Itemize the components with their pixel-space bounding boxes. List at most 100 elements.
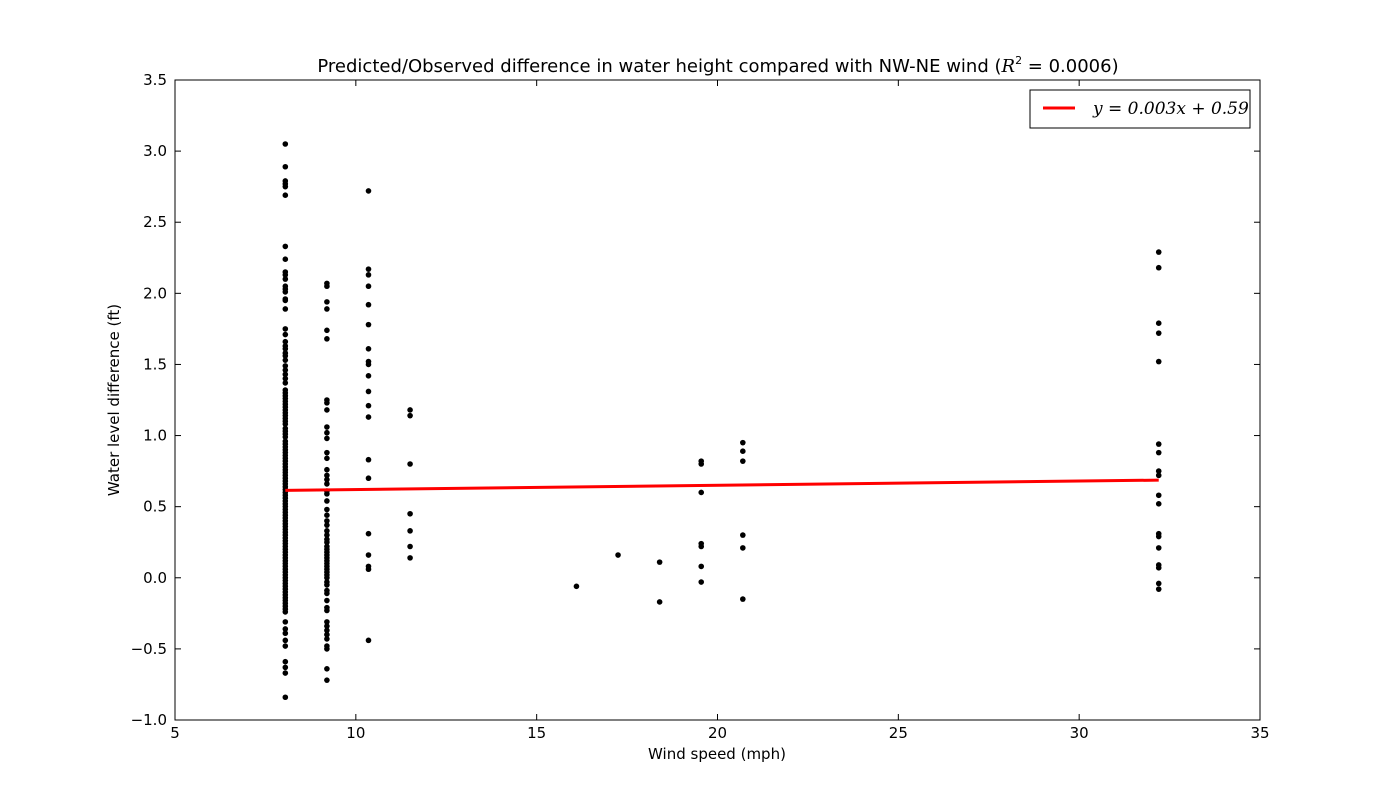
data-point	[324, 574, 330, 581]
x-tick-label: 10	[346, 724, 365, 742]
data-point	[365, 552, 372, 558]
data-point	[282, 272, 289, 278]
data-point	[282, 619, 289, 625]
data-point	[1155, 580, 1162, 587]
data-point	[698, 489, 705, 496]
data-point	[740, 532, 746, 538]
data-point	[407, 543, 413, 550]
data-point	[365, 475, 372, 482]
data-point	[282, 421, 289, 427]
data-point	[282, 626, 289, 632]
data-point	[698, 579, 705, 585]
data-point	[282, 363, 289, 369]
data-point	[282, 694, 289, 701]
data-point	[324, 623, 330, 629]
x-tick-label: 15	[527, 724, 546, 742]
data-point	[1155, 358, 1162, 365]
data-point	[365, 373, 372, 379]
data-point	[324, 619, 330, 625]
data-point	[282, 670, 289, 676]
data-point	[324, 336, 330, 342]
data-point	[324, 407, 330, 413]
y-tick-label: 0.0	[143, 569, 167, 587]
data-point	[282, 297, 289, 304]
data-point	[324, 449, 330, 456]
data-point	[698, 461, 705, 467]
data-point	[1155, 449, 1162, 456]
data-point	[324, 476, 330, 483]
data-point	[282, 183, 289, 190]
data-point	[282, 243, 289, 250]
data-point	[282, 326, 289, 332]
chart-title: Predicted/Observed difference in water h…	[317, 54, 1118, 77]
data-point	[365, 530, 372, 537]
data-point	[407, 528, 413, 534]
data-point	[324, 636, 330, 642]
data-point	[282, 357, 289, 363]
x-tick-label: 30	[1070, 724, 1089, 742]
data-point	[324, 435, 330, 442]
x-tick-label: 35	[1250, 724, 1269, 742]
legend: y = 0.003x + 0.59	[1029, 89, 1251, 129]
data-point	[324, 522, 330, 528]
data-point	[324, 539, 330, 546]
data-point	[1155, 472, 1162, 479]
y-tick-label: 3.0	[143, 142, 167, 160]
data-point	[324, 627, 330, 634]
data-point	[365, 414, 372, 420]
y-tick-label: −0.5	[131, 640, 167, 658]
data-point	[324, 327, 330, 334]
data-point	[324, 528, 330, 534]
data-point	[1155, 533, 1162, 540]
data-point	[656, 599, 663, 605]
title-r2-symbol: R	[1001, 56, 1016, 77]
data-point	[1155, 468, 1162, 474]
data-point	[282, 658, 289, 665]
data-point	[407, 510, 413, 517]
data-point	[282, 434, 289, 440]
data-point	[282, 367, 289, 373]
data-point	[1155, 492, 1162, 499]
data-point	[1155, 545, 1162, 551]
x-tick-label: 25	[889, 724, 908, 742]
x-tick-label: 20	[708, 724, 727, 742]
data-point	[740, 439, 746, 446]
y-tick-label: 0.5	[143, 498, 167, 516]
data-point	[324, 498, 330, 504]
data-point	[1155, 441, 1162, 447]
data-point	[365, 266, 372, 272]
data-point	[324, 400, 330, 406]
data-point	[407, 407, 413, 413]
data-point	[1155, 501, 1162, 507]
data-point	[365, 361, 372, 368]
data-point	[573, 583, 580, 590]
data-point	[324, 518, 330, 524]
data-point	[1155, 320, 1162, 327]
y-tick-label: 3.5	[143, 71, 167, 89]
data-point	[282, 338, 289, 345]
data-point	[282, 637, 289, 644]
y-tick-label: 2.5	[143, 213, 167, 231]
data-point	[324, 631, 330, 638]
data-point	[324, 590, 330, 597]
data-point	[324, 532, 330, 538]
data-point	[282, 380, 289, 386]
data-point	[740, 545, 746, 551]
data-point	[656, 559, 663, 565]
data-point	[365, 283, 372, 290]
y-tick-label: −1.0	[131, 711, 167, 729]
data-point	[282, 371, 289, 378]
x-tick-label: 5	[170, 724, 180, 742]
data-point	[1155, 586, 1162, 592]
y-tick-label: 1.5	[143, 355, 167, 373]
data-point	[615, 552, 621, 558]
data-point	[282, 163, 289, 170]
data-point	[324, 646, 330, 652]
data-point	[740, 448, 746, 455]
data-point	[282, 375, 289, 382]
data-point	[324, 491, 330, 497]
y-tick-label: 1.0	[143, 427, 167, 445]
data-point	[740, 458, 746, 464]
y-axis-ticks: −1.0 −0.5 0.0 0.5 1.0 1.5 2.0 2.5 3.0 3.5	[131, 71, 1260, 729]
